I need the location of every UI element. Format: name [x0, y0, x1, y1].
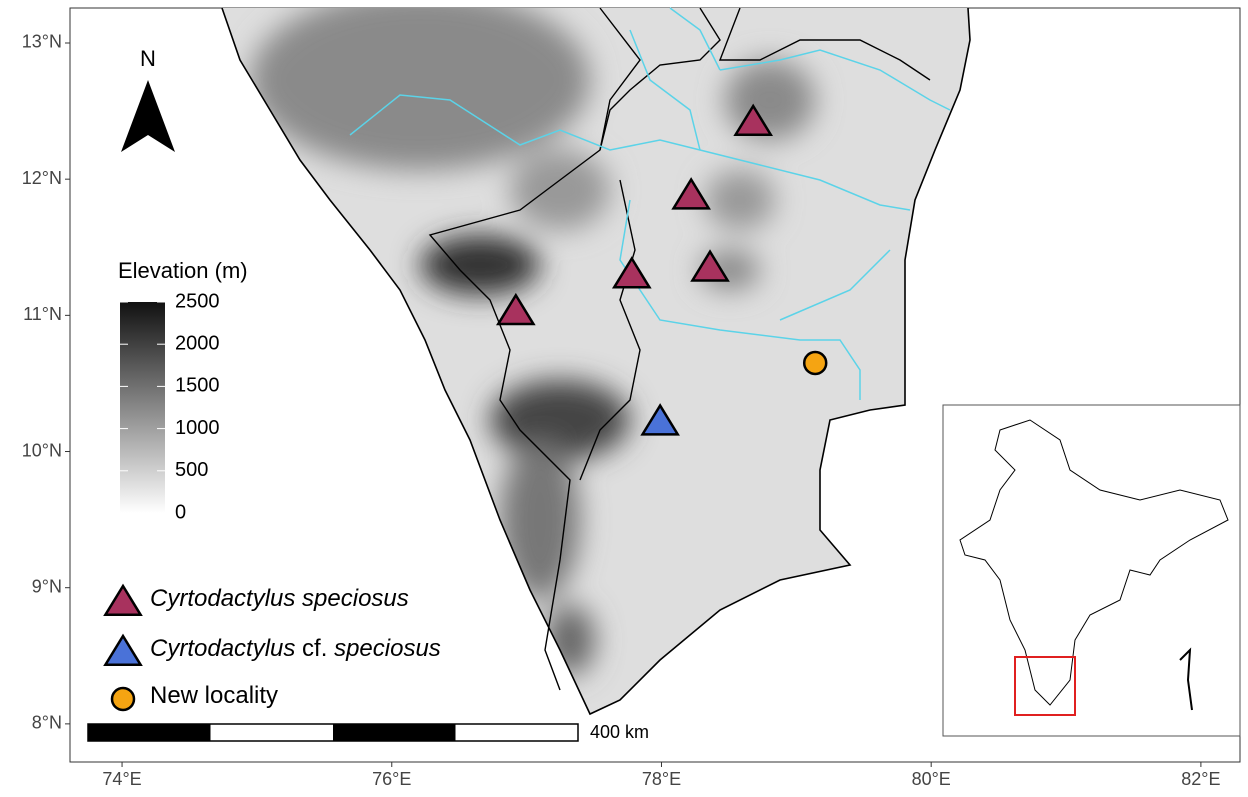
legend-label: New locality — [150, 682, 278, 709]
colorbar-label: 0 — [175, 501, 186, 523]
colorbar-label: 1500 — [175, 375, 220, 397]
y-tick-label: 13°N — [22, 32, 62, 52]
legend-symbol — [112, 688, 134, 710]
y-tick-label: 8°N — [32, 713, 62, 733]
legend-text-part: speciosus — [334, 635, 441, 662]
x-tick-label: 76°E — [372, 769, 411, 789]
x-tick-label: 80°E — [912, 769, 951, 789]
x-tick-label: 78°E — [642, 769, 681, 789]
legend-text-part: Cyrtodactylus — [150, 635, 295, 662]
scale-bar-label: 400 km — [590, 722, 649, 742]
north-label: N — [140, 46, 156, 71]
y-tick-label: 10°N — [22, 440, 62, 460]
y-tick-label: 12°N — [22, 168, 62, 188]
legend-label: Cyrtodactylus speciosus — [150, 585, 409, 612]
x-tick-label: 82°E — [1181, 769, 1220, 789]
scale-bar — [88, 724, 578, 741]
colorbar-label: 1000 — [175, 417, 220, 439]
colorbar-label: 500 — [175, 459, 208, 481]
colorbar-label: 2000 — [175, 332, 220, 354]
legend-label: Cyrtodactylus cf. speciosus — [150, 635, 441, 662]
legend-text-part: New locality — [150, 682, 278, 709]
x-tick-label: 74°E — [102, 769, 141, 789]
colorbar-label: 2500 — [175, 290, 220, 312]
inset-map — [943, 405, 1240, 736]
colorbar — [120, 302, 165, 513]
legend-text-part: cf. — [295, 635, 334, 662]
y-tick-label: 11°N — [23, 304, 62, 324]
marker-circle — [804, 352, 826, 374]
colorbar-title: Elevation (m) — [118, 258, 248, 283]
map: N Elevation (m) 400 km 74°E 76°E 78°E 80°E 8… — [0, 0, 1248, 792]
y-tick-label: 9°N — [32, 576, 62, 596]
legend-text-part: Cyrtodactylus speciosus — [150, 585, 409, 612]
